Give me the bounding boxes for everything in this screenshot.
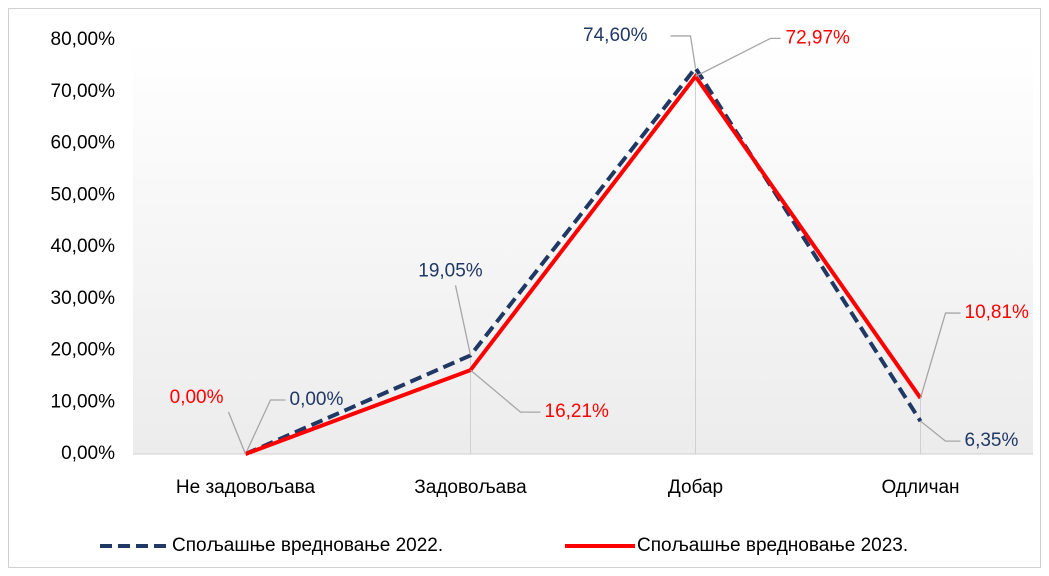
leader-line (227, 411, 247, 455)
y-tick-label: 50,00% (51, 184, 116, 205)
data-label: 0,00% (170, 387, 224, 408)
y-tick-label: 30,00% (51, 288, 116, 309)
data-label: 74,60% (583, 25, 648, 46)
series-line (244, 72, 923, 456)
legend-label: Спољашње вредновање 2023. (637, 535, 908, 556)
y-tick-label: 60,00% (51, 133, 116, 154)
leader-line (920, 420, 961, 442)
x-tick-label: Одличан (881, 477, 959, 498)
leader-line (244, 399, 286, 455)
y-tick-label: 10,00% (51, 391, 116, 412)
data-label: 16,21% (545, 401, 610, 422)
y-tick-label: 70,00% (51, 81, 116, 102)
series-line (244, 64, 923, 456)
y-tick-label: 20,00% (51, 340, 116, 361)
x-tick-label: Не задовољава (176, 477, 316, 498)
x-tick-label: Добар (668, 477, 723, 498)
x-tick-label: Задовољава (414, 477, 527, 498)
legend-label: Спољашње вредновање 2022. (172, 535, 443, 556)
leader-line (454, 285, 472, 356)
data-label: 0,00% (290, 389, 344, 410)
data-label: 10,81% (965, 302, 1030, 323)
data-label: 19,05% (418, 260, 483, 281)
leader-line (670, 35, 697, 69)
y-tick-label: 0,00% (61, 443, 115, 464)
plot-area (133, 40, 1033, 454)
data-label: 6,35% (965, 430, 1019, 451)
data-label: 72,97% (786, 27, 851, 48)
leader-line (695, 37, 781, 77)
y-tick-label: 40,00% (51, 236, 116, 257)
leader-line (919, 312, 961, 399)
y-tick-label: 80,00% (51, 29, 116, 50)
leader-line (470, 369, 541, 413)
